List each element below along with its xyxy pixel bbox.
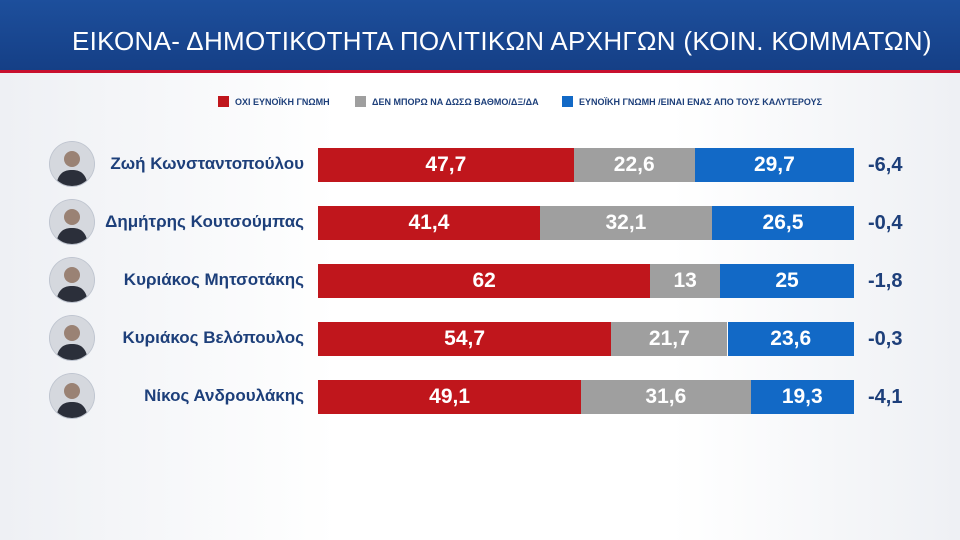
leader-avatar [50,316,94,360]
chart-row: Νίκος Ανδρουλάκης 49,1 31,6 19,3 -4,1 [0,374,960,420]
stacked-bar: 54,7 21,7 23,6 [318,322,854,356]
chart-legend: ΟΧΙ ΕΥΝΟΪΚΗ ΓΝΩΜΗ ΔΕΝ ΜΠΟΡΩ ΝΑ ΔΩΣΩ ΒΑΘΜ… [0,96,960,110]
stacked-bar: 62 13 25 [318,264,854,298]
data-label: 41,4 [408,211,450,234]
chart-row: Κυριάκος Μητσοτάκης 62 13 25 -1,8 [0,258,960,304]
bar-segment-unfavorable: 47,7 [318,148,574,182]
data-label: 26,5 [762,211,804,234]
leader-avatar [50,374,94,418]
data-label: 54,7 [444,327,486,350]
legend-item-unfavorable: ΟΧΙ ΕΥΝΟΪΚΗ ΓΝΩΜΗ [218,96,330,107]
data-label: 25 [775,269,799,292]
data-label: 21,7 [648,327,690,350]
legend-swatch-no-answer [355,96,366,107]
bar-segment-favorable: 25 [720,264,854,298]
data-label: 31,6 [645,385,687,408]
category-label: Κυριάκος Βελόπουλος [122,328,304,347]
chart-row: Ζωή Κωνσταντοπούλου 47,7 22,6 29,7 -6,4 [0,142,960,188]
legend-label-favorable: ΕΥΝΟΪΚΗ ΓΝΩΜΗ /ΕΙΝΑΙ ΕΝΑΣ ΑΠΟ ΤΟΥΣ ΚΑΛΥΤ… [579,96,823,107]
header-accent-line [0,70,960,73]
legend-label-no-answer: ΔΕΝ ΜΠΟΡΩ ΝΑ ΔΩΣΩ ΒΑΘΜΟ/ΔΞ/ΔΑ [372,96,539,107]
category-label: Δημήτρης Κουτσούμπας [105,212,304,231]
data-label: 22,6 [613,153,655,176]
chart-row: Κυριάκος Βελόπουλος 54,7 21,7 23,6 -0,3 [0,316,960,362]
leader-avatar [50,258,94,302]
bar-segment-unfavorable: 41,4 [318,206,540,240]
data-label: 49,1 [429,385,471,408]
legend-swatch-unfavorable [218,96,229,107]
net-change-value: -1,8 [868,270,903,292]
leader-avatar [50,200,94,244]
leader-avatar [50,142,94,186]
page-title: ΕΙΚΟΝΑ- ΔΗΜΟΤΙΚΟΤΗΤΑ ΠΟΛΙΤΙΚΩΝ ΑΡΧΗΓΩΝ (… [72,26,932,56]
data-label: 62 [472,269,496,292]
data-label: 47,7 [425,153,467,176]
stacked-bar: 41,4 32,1 26,5 [318,206,854,240]
bar-segment-no-answer: 13 [650,264,720,298]
bar-segment-favorable: 29,7 [694,148,854,182]
data-label: 32,1 [605,211,647,234]
bar-segment-unfavorable: 54,7 [318,322,612,356]
stacked-bar: 47,7 22,6 29,7 [318,148,854,182]
bar-segment-no-answer: 32,1 [539,206,712,240]
legend-swatch-favorable [562,96,573,107]
bar-segment-no-answer: 22,6 [573,148,695,182]
data-label: 19,3 [781,385,823,408]
header-bar: ΕΙΚΟΝΑ- ΔΗΜΟΤΙΚΟΤΗΤΑ ΠΟΛΙΤΙΚΩΝ ΑΡΧΗΓΩΝ (… [0,0,960,70]
bar-segment-unfavorable: 49,1 [318,380,582,414]
net-change-value: -4,1 [868,386,903,408]
legend-item-favorable: ΕΥΝΟΪΚΗ ΓΝΩΜΗ /ΕΙΝΑΙ ΕΝΑΣ ΑΠΟ ΤΟΥΣ ΚΑΛΥΤ… [562,96,822,107]
category-label: Κυριάκος Μητσοτάκης [123,270,304,289]
chart-row: Δημήτρης Κουτσούμπας 41,4 32,1 26,5 -0,4 [0,200,960,246]
bar-segment-favorable: 23,6 [727,322,854,356]
stacked-bar: 49,1 31,6 19,3 [318,380,854,414]
category-label: Ζωή Κωνσταντοπούλου [110,154,304,173]
data-label: 23,6 [770,327,812,350]
net-change-value: -0,4 [868,212,903,234]
bar-segment-favorable: 19,3 [750,380,854,414]
legend-item-no-answer: ΔΕΝ ΜΠΟΡΩ ΝΑ ΔΩΣΩ ΒΑΘΜΟ/ΔΞ/ΔΑ [355,96,539,107]
data-label: 29,7 [753,153,795,176]
data-label: 13 [673,269,697,292]
bar-segment-unfavorable: 62 [318,264,651,298]
legend-label-unfavorable: ΟΧΙ ΕΥΝΟΪΚΗ ΓΝΩΜΗ [235,96,330,107]
bar-segment-favorable: 26,5 [711,206,854,240]
net-change-value: -6,4 [868,154,903,176]
bar-segment-no-answer: 31,6 [581,380,751,414]
bar-segment-no-answer: 21,7 [611,322,728,356]
category-label: Νίκος Ανδρουλάκης [144,386,304,405]
net-change-value: -0,3 [868,328,903,350]
